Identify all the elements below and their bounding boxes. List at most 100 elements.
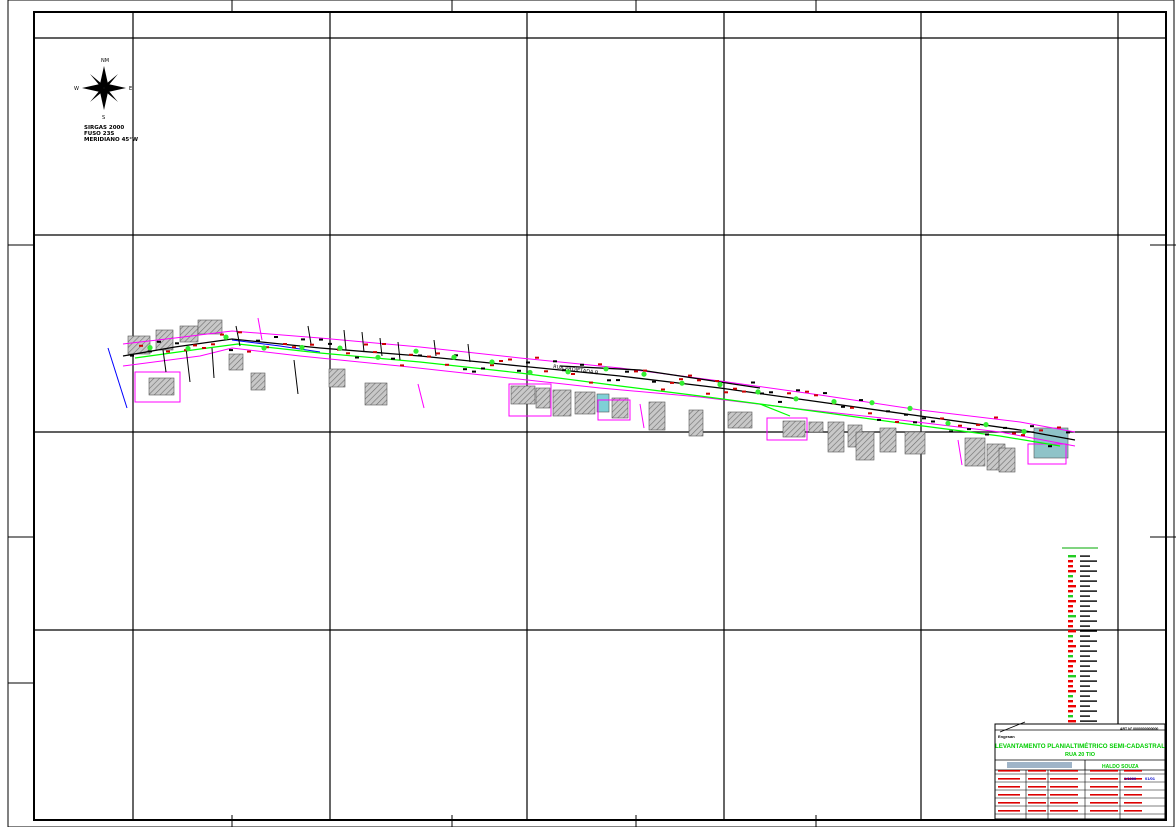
- pole-symbol: [603, 366, 609, 372]
- title-cell: [1050, 778, 1078, 780]
- survey-point: [400, 364, 404, 367]
- survey-point: [364, 343, 368, 346]
- survey-point: [139, 344, 143, 347]
- responsible-name: HALDO SOUZA: [1102, 764, 1139, 770]
- survey-point: [1012, 432, 1016, 435]
- survey-point: [661, 388, 665, 391]
- legend-entry: [1080, 595, 1090, 597]
- survey-point: [625, 370, 629, 373]
- survey-point: [922, 417, 926, 420]
- legend-entry: [1080, 600, 1097, 602]
- north-label: NM: [101, 58, 109, 64]
- title-cell: [1028, 778, 1046, 780]
- survey-point: [886, 410, 890, 413]
- legend-symbol: [1068, 610, 1073, 613]
- pole-symbol: [1021, 428, 1027, 435]
- legend-entry: [1080, 615, 1090, 617]
- legend-symbol: [1068, 690, 1076, 693]
- survey-point: [202, 347, 206, 349]
- title-cell: [1028, 802, 1046, 804]
- title-cell: [1028, 786, 1046, 788]
- survey-point: [868, 412, 872, 415]
- survey-point: [760, 392, 764, 395]
- legend-symbol: [1068, 620, 1073, 623]
- legend-symbol: [1068, 715, 1073, 718]
- legend-symbol: [1068, 605, 1073, 608]
- datum-line-2: FUSO 23S: [84, 131, 114, 137]
- survey-point: [427, 355, 431, 358]
- survey-point: [589, 381, 593, 384]
- pole-symbol: [223, 334, 229, 340]
- survey-point: [778, 400, 782, 403]
- pole-symbol: [679, 380, 685, 386]
- title-cell: [1090, 786, 1118, 788]
- title-cell: [998, 778, 1020, 780]
- survey-point: [1003, 426, 1007, 429]
- survey-point: [265, 346, 269, 349]
- pole-symbol: [869, 400, 875, 406]
- survey-point: [454, 354, 458, 357]
- legend-symbol: [1068, 595, 1073, 598]
- pole-symbol: [337, 345, 343, 351]
- title-cell: [998, 770, 1020, 772]
- survey-point: [679, 378, 683, 381]
- survey-point: [652, 380, 656, 383]
- legend-symbol: [1068, 635, 1073, 638]
- legend-entry: [1080, 695, 1090, 697]
- survey-point: [877, 418, 881, 421]
- scale-value: 1/1000: [1124, 776, 1137, 781]
- pole-symbol: [755, 389, 761, 395]
- title-cell: [1124, 786, 1142, 788]
- survey-point: [985, 433, 989, 436]
- survey-point: [553, 360, 557, 363]
- legend-entry: [1080, 700, 1097, 702]
- survey-point: [688, 374, 692, 377]
- survey-point: [724, 391, 728, 394]
- survey-point: [670, 381, 674, 384]
- legend-symbol: [1068, 585, 1076, 588]
- legend-symbol: [1068, 590, 1073, 593]
- title-cell: [1050, 794, 1078, 796]
- legend-symbol: [1068, 685, 1073, 688]
- survey-point: [796, 389, 800, 392]
- legend-symbol: [1068, 645, 1076, 648]
- survey-point: [1048, 445, 1052, 448]
- legend-entry: [1080, 685, 1090, 687]
- survey-point: [949, 430, 953, 433]
- pole-symbol: [565, 369, 571, 375]
- legend: [1062, 547, 1098, 723]
- title-cell: [1028, 794, 1046, 796]
- title-header-tag: Engesan: [998, 734, 1015, 739]
- survey-point: [706, 392, 710, 395]
- pole-symbol: [147, 345, 153, 351]
- pole-symbol: [641, 371, 647, 377]
- legend-symbol: [1068, 555, 1076, 558]
- survey-point: [814, 394, 818, 397]
- legend-entry: [1080, 705, 1090, 707]
- legend-entry: [1080, 675, 1090, 677]
- survey-point: [535, 356, 539, 359]
- pole-symbol: [451, 354, 457, 360]
- legend-symbol: [1068, 575, 1073, 578]
- legend-symbol: [1068, 655, 1073, 658]
- datum-note: SIRGAS 2000 FUSO 23S MERIDIANO 45°W: [84, 125, 138, 143]
- survey-point: [769, 391, 773, 394]
- survey-point: [274, 336, 278, 338]
- survey-point: [445, 363, 449, 366]
- legend-symbol: [1068, 695, 1073, 698]
- survey-point: [508, 358, 512, 361]
- legend-symbol: [1068, 630, 1076, 633]
- legend-symbol: [1068, 705, 1076, 708]
- legend-symbol: [1068, 670, 1073, 673]
- title-cell: [1124, 794, 1142, 796]
- curb-lines: [107, 339, 321, 409]
- survey-point: [598, 363, 602, 366]
- legend-symbol: [1068, 660, 1076, 663]
- title-cell: [1124, 810, 1142, 812]
- survey-point: [211, 343, 215, 346]
- legend-symbol: [1068, 560, 1073, 563]
- drawing-subtitle: RUA 20 TIO: [1065, 752, 1096, 758]
- drawing-title: LEVANTAMENTO PLANIALTIMÉTRICO SEMI-CADAS…: [995, 742, 1165, 750]
- survey-point: [526, 361, 530, 364]
- pole-symbol: [185, 345, 191, 352]
